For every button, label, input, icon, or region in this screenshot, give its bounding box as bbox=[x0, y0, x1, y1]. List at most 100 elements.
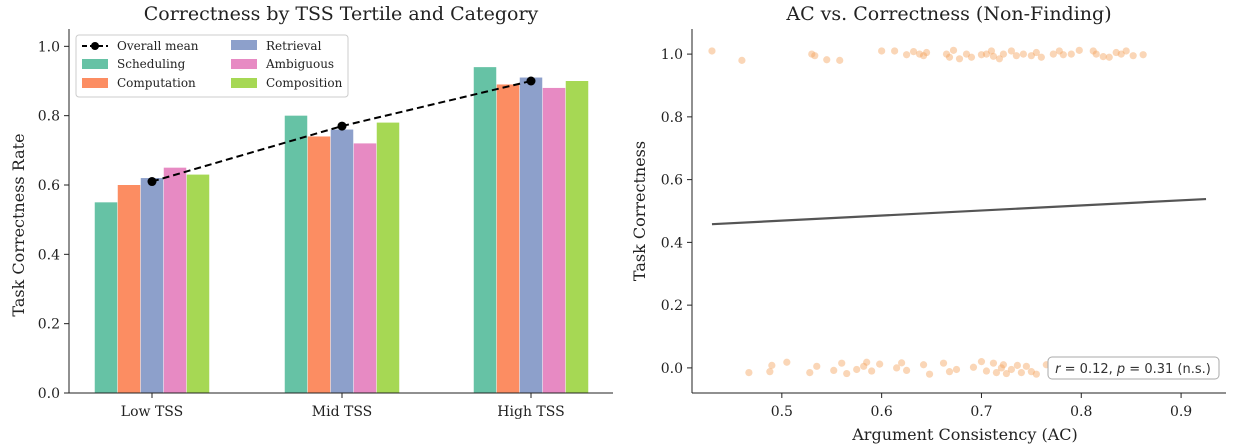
scatter-point bbox=[891, 47, 899, 55]
bar-ambiguous-high-tss bbox=[542, 87, 566, 393]
legend-frame bbox=[75, 34, 349, 98]
scatter-point bbox=[893, 364, 901, 372]
correlation-annotation: r = 0.12, p = 0.31 (n.s.) bbox=[1047, 356, 1220, 380]
scatter-point bbox=[853, 365, 861, 374]
right-x-axis-label: Argument Consistency (AC) bbox=[851, 425, 1078, 444]
scatter-point bbox=[909, 47, 918, 56]
legend-label-overall-mean: Overall mean bbox=[117, 39, 199, 53]
trend-line bbox=[711, 197, 1207, 226]
right-y-tick-label: 0.8 bbox=[661, 110, 683, 126]
right-y-ticks: 0.0 0.2 0.4 0.6 0.8 1.0 bbox=[661, 47, 692, 377]
scatter-point bbox=[898, 359, 906, 367]
scatter-point bbox=[1067, 50, 1075, 58]
right-y-tick-label: 0.2 bbox=[661, 298, 683, 314]
scatter-point bbox=[1089, 47, 1097, 55]
trend-line-path bbox=[711, 197, 1207, 226]
scatter-point bbox=[860, 362, 868, 370]
right-x-tick-label: 0.6 bbox=[871, 404, 893, 420]
scatter-point bbox=[1007, 47, 1016, 55]
right-x-tick-label: 0.7 bbox=[970, 404, 992, 420]
bar-ambiguous-mid-tss bbox=[353, 143, 377, 393]
scatter-point bbox=[992, 369, 1001, 377]
left-y-ticks: 0.0 0.2 0.4 0.6 0.8 1.0 bbox=[38, 39, 69, 402]
left-legend: Overall mean Scheduling Computation Retr… bbox=[75, 34, 349, 98]
left-y-tick-label: 1.0 bbox=[38, 39, 60, 55]
scatter-point bbox=[1027, 52, 1035, 60]
scatter-point bbox=[982, 367, 991, 375]
scatter-point bbox=[1032, 48, 1040, 57]
scatter-point bbox=[878, 47, 886, 55]
bar-computation-low-tss bbox=[117, 185, 141, 393]
right-x-tick-label: 0.5 bbox=[771, 404, 793, 420]
right-chart-title: AC vs. Correctness (Non-Finding) bbox=[785, 3, 1111, 25]
annotation-p-value: 0.31 bbox=[1144, 362, 1173, 377]
scatter-point bbox=[955, 55, 964, 63]
scatter-point bbox=[1129, 52, 1137, 60]
legend-label-composition: Composition bbox=[266, 76, 343, 90]
scatter-point bbox=[836, 56, 844, 64]
left-bars bbox=[94, 67, 589, 394]
left-x-tick-label-high-tss: High TSS bbox=[497, 404, 564, 420]
scatter-point bbox=[808, 50, 816, 58]
scatter-point bbox=[902, 366, 911, 375]
scatter-point bbox=[813, 362, 821, 370]
legend-label-scheduling: Scheduling bbox=[117, 57, 186, 71]
scatter-point bbox=[922, 48, 931, 57]
scatter-point bbox=[768, 361, 776, 369]
scatter-point bbox=[1139, 51, 1147, 59]
scatter-point bbox=[999, 50, 1008, 58]
bar-retrieval-high-tss bbox=[519, 77, 543, 394]
scatter-point bbox=[811, 52, 819, 60]
bar-scheduling-low-tss bbox=[94, 202, 118, 393]
legend-swatch-ambiguous bbox=[231, 59, 257, 69]
left-y-tick-label: 0.6 bbox=[38, 178, 60, 194]
scatter-point bbox=[783, 358, 791, 366]
annotation-r-value: 0.12 bbox=[1080, 362, 1109, 377]
scatter-point bbox=[982, 50, 991, 58]
scatter-point bbox=[738, 56, 746, 64]
scatter-point bbox=[1012, 52, 1020, 60]
left-y-tick-label: 0.4 bbox=[38, 247, 60, 263]
right-y-tick-label: 1.0 bbox=[661, 47, 683, 63]
legend-label-retrieval: Retrieval bbox=[266, 39, 322, 53]
scatter-point bbox=[1019, 50, 1027, 58]
scatter-point bbox=[1022, 362, 1030, 370]
scatter-point bbox=[1049, 50, 1057, 58]
bar-computation-high-tss bbox=[496, 84, 520, 393]
right-y-tick-label: 0.0 bbox=[661, 361, 683, 377]
bar-computation-mid-tss bbox=[307, 136, 331, 393]
bar-scheduling-high-tss bbox=[473, 67, 497, 393]
scatter-point bbox=[1032, 370, 1040, 378]
scatter-point bbox=[987, 47, 996, 55]
scatter-point bbox=[806, 369, 814, 377]
scatter-point bbox=[1007, 365, 1016, 374]
overall-mean-point-low-tss bbox=[147, 177, 157, 187]
scatter-point bbox=[1013, 361, 1021, 369]
scatter-point bbox=[843, 369, 851, 378]
annotation-text: r = 0.12, p = 0.31 (n.s.) bbox=[1055, 362, 1211, 377]
scatter-point bbox=[1017, 369, 1025, 377]
right-x-ticks: 0.5 0.6 0.7 0.8 0.9 bbox=[771, 393, 1192, 420]
bar-retrieval-low-tss bbox=[140, 178, 164, 393]
legend-label-computation: Computation bbox=[117, 76, 196, 90]
scatter-point bbox=[967, 53, 976, 61]
right-x-tick-label: 0.9 bbox=[1170, 404, 1192, 420]
scatter-point bbox=[999, 361, 1008, 369]
scatter-point bbox=[902, 51, 911, 59]
left-x-tick-label-mid-tss: Mid TSS bbox=[312, 404, 373, 420]
scatter-points bbox=[708, 46, 1147, 378]
right-y-tick-label: 0.6 bbox=[661, 173, 683, 189]
scatter-point bbox=[708, 47, 716, 55]
left-chart-title: Correctness by TSS Tertile and Category bbox=[144, 3, 539, 25]
left-y-tick-label: 0.8 bbox=[38, 109, 60, 125]
scatter-point bbox=[919, 52, 928, 60]
legend-swatch-composition bbox=[231, 78, 257, 88]
scatter-point bbox=[876, 360, 884, 368]
scatter-point bbox=[838, 359, 846, 367]
scatter-point bbox=[945, 53, 954, 61]
scatter-point bbox=[952, 365, 961, 374]
bar-retrieval-mid-tss bbox=[330, 129, 354, 394]
right-y-tick-label: 0.4 bbox=[661, 235, 683, 251]
left-x-ticks: Low TSS Mid TSS High TSS bbox=[121, 393, 565, 420]
